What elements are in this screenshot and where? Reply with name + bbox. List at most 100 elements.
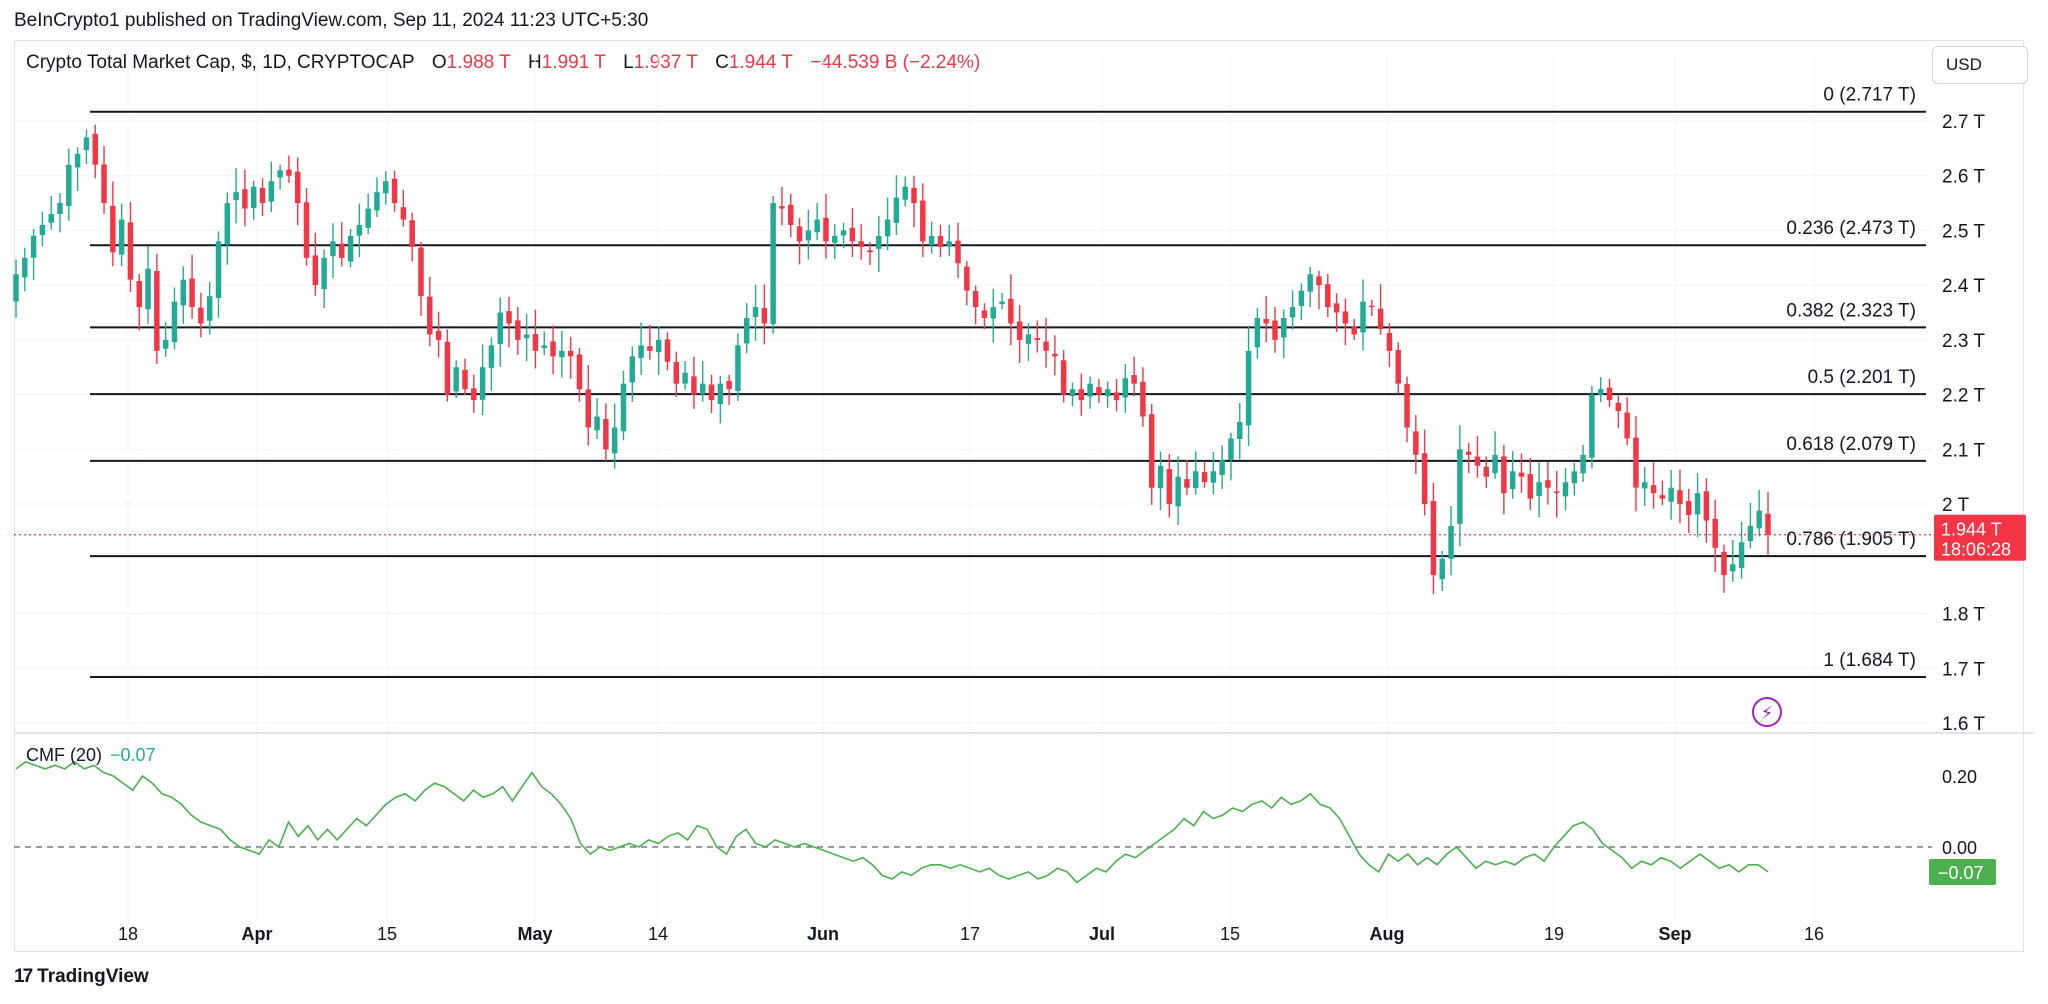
- symbol-legend[interactable]: Crypto Total Market Cap, $, 1D, CRYPTOCA…: [26, 52, 992, 74]
- candle-body: [629, 356, 636, 383]
- low-label: L: [623, 52, 634, 73]
- candle-body: [1624, 412, 1630, 439]
- candle-body: [823, 217, 829, 242]
- x-tick-label: Jul: [1089, 924, 1115, 944]
- candle-body: [691, 376, 697, 395]
- y-tick-label: 2.7 T: [1942, 112, 1985, 133]
- candle-body: [1078, 389, 1085, 401]
- candle-body: [647, 346, 653, 351]
- candle-body: [1650, 485, 1657, 494]
- candle-body: [682, 372, 688, 384]
- candle-body: [567, 350, 574, 357]
- cmf-y-tick: 0.20: [1942, 767, 1977, 787]
- candle-body: [594, 416, 600, 431]
- x-tick-label: 19: [1544, 924, 1564, 944]
- candle-body: [233, 192, 239, 201]
- candle-body: [1395, 349, 1401, 384]
- candle-body: [603, 418, 609, 450]
- candle-body: [66, 164, 72, 206]
- candle-body: [1404, 383, 1410, 428]
- candle-body: [48, 214, 54, 223]
- candle-body: [1325, 284, 1331, 308]
- y-tick-label: 2 T: [1942, 495, 1970, 516]
- candle-body: [330, 241, 336, 257]
- candle-body: [1254, 318, 1261, 348]
- x-tick-label: 16: [1804, 924, 1824, 944]
- candle-body: [1668, 487, 1674, 502]
- candle-body: [832, 235, 838, 243]
- open-value: 1.988 T: [446, 52, 511, 73]
- candle-body: [805, 230, 812, 241]
- candle-body: [1298, 290, 1305, 307]
- price-badge: [1934, 514, 2026, 561]
- candle-body: [1096, 387, 1102, 395]
- candle-body: [559, 350, 565, 358]
- x-tick-label: 17: [960, 924, 980, 944]
- fib-level-label: 0.382 (2.323 T): [1786, 300, 1916, 321]
- candle-body: [303, 202, 310, 258]
- fib-level-label: 0 (2.717 T): [1823, 85, 1916, 106]
- y-tick-label: 2.3 T: [1942, 331, 1985, 352]
- x-tick-label: 15: [1220, 924, 1240, 944]
- candle-body: [162, 339, 169, 349]
- candle-body: [664, 339, 671, 362]
- cmf-legend[interactable]: CMF (20) −0.07: [26, 745, 156, 766]
- x-tick-label: Sep: [1658, 924, 1691, 944]
- candle-body: [770, 203, 776, 325]
- candle-body: [708, 384, 715, 401]
- candle-body: [206, 296, 213, 321]
- brand-name: TradingView: [37, 966, 149, 987]
- candle-body: [1589, 394, 1595, 458]
- candle-body: [858, 241, 864, 247]
- candle-body: [1333, 303, 1340, 313]
- candle-body: [171, 301, 178, 343]
- candle-body: [1518, 472, 1525, 477]
- candle-body: [1606, 387, 1613, 401]
- candle-body: [1043, 341, 1049, 351]
- candle-body: [1104, 389, 1111, 397]
- candle-body: [1536, 482, 1542, 497]
- candle-body: [145, 268, 151, 310]
- candle-body: [1448, 525, 1454, 559]
- candle-body: [83, 137, 90, 150]
- candle-body: [902, 186, 908, 200]
- candle-body: [127, 222, 134, 280]
- candle-body: [1307, 274, 1313, 292]
- candle-body: [488, 345, 495, 368]
- chart-frame[interactable]: [14, 40, 2024, 952]
- candle-body: [74, 153, 81, 168]
- candle-body: [1571, 471, 1578, 484]
- candle-body: [409, 220, 415, 247]
- candle-body: [955, 240, 961, 264]
- cmf-y-tick: 0.00: [1942, 838, 1977, 858]
- y-tick-label: 2.6 T: [1942, 167, 1985, 188]
- candle-body: [884, 219, 891, 237]
- candle-body: [321, 257, 327, 290]
- candle-body: [339, 243, 345, 258]
- candle-body: [744, 318, 750, 344]
- candle-body: [1562, 482, 1569, 497]
- close-label: C: [715, 52, 729, 73]
- candle-body: [1377, 308, 1384, 329]
- cmf-value: −0.07: [110, 745, 156, 765]
- tradingview-footer[interactable]: 17 TradingView: [14, 966, 149, 988]
- candle-body: [1501, 456, 1507, 494]
- candle-body: [1219, 460, 1225, 476]
- candle-body: [1245, 350, 1252, 426]
- candle-body: [576, 354, 583, 390]
- candle-body: [1060, 360, 1067, 395]
- candle-body: [1034, 338, 1040, 340]
- currency-selector[interactable]: USD: [1932, 46, 2028, 84]
- candle-body: [1016, 321, 1023, 340]
- candle-body: [1342, 311, 1349, 324]
- y-tick-label: 2.4 T: [1942, 276, 1985, 297]
- candle-body: [1210, 471, 1217, 483]
- candle-body: [1694, 493, 1701, 515]
- candle-body: [22, 257, 28, 278]
- candle-body: [1140, 381, 1146, 417]
- candle-body: [840, 230, 847, 236]
- candle-body: [1316, 276, 1322, 286]
- candle-body: [1747, 525, 1754, 542]
- high-value: 1.991 T: [541, 52, 606, 73]
